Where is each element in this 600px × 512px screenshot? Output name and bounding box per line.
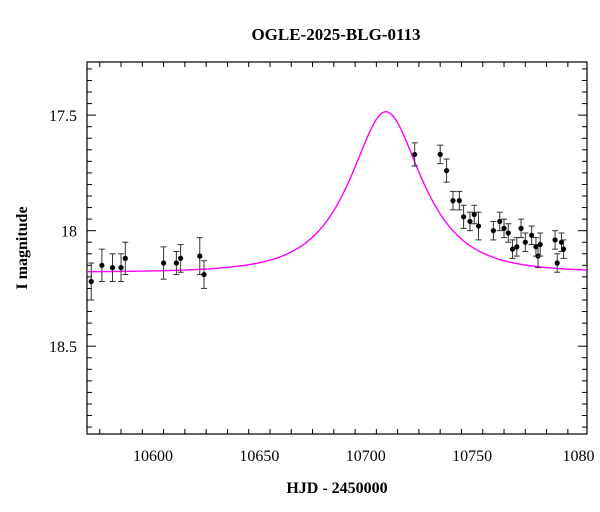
point-marker (178, 255, 184, 261)
data-point (122, 241, 129, 276)
data-point (518, 218, 525, 239)
point-marker (518, 225, 524, 231)
data-points-layer (88, 142, 567, 301)
data-point (522, 232, 529, 252)
x-tick-label: 1080 (562, 448, 594, 465)
data-point (443, 158, 450, 183)
point-marker (450, 198, 456, 204)
x-tick-label: 10750 (452, 448, 492, 465)
point-marker (552, 237, 558, 243)
point-marker (490, 228, 496, 234)
data-point (471, 204, 478, 225)
data-point (201, 260, 208, 289)
point-marker (118, 265, 124, 271)
point-marker (160, 260, 167, 266)
data-point (88, 262, 95, 301)
point-marker (537, 241, 543, 248)
point-marker (497, 218, 503, 225)
y-tick-label: 17.5 (49, 108, 77, 125)
data-point (466, 211, 473, 232)
data-point (437, 144, 444, 165)
data-point (490, 220, 497, 241)
point-marker (533, 244, 539, 250)
x-tick-label: 10600 (133, 448, 173, 465)
data-point (460, 204, 467, 229)
point-marker (173, 260, 179, 266)
y-tick-labels: 17.5 18 18.5 (49, 108, 77, 356)
data-point (552, 230, 559, 250)
data-point (501, 218, 508, 239)
y-axis-label: I magnitude (14, 206, 31, 289)
x-axis-label: HJD - 2450000 (286, 480, 387, 497)
data-point (173, 250, 180, 276)
point-marker (197, 253, 203, 259)
data-point (537, 232, 544, 257)
model-curve-layer (86, 111, 588, 273)
data-point (160, 246, 167, 280)
data-point (509, 239, 516, 259)
point-marker (514, 244, 520, 250)
point-marker (501, 225, 507, 231)
point-marker (475, 223, 482, 229)
data-point (560, 239, 567, 259)
point-marker (412, 151, 418, 158)
point-marker (505, 230, 511, 236)
data-point (177, 244, 184, 273)
data-point (456, 190, 463, 211)
point-marker (471, 211, 477, 218)
point-marker (88, 278, 94, 285)
data-point (449, 190, 456, 211)
data-point (475, 211, 482, 241)
data-point (109, 253, 116, 283)
point-marker (460, 214, 467, 220)
data-point (528, 225, 535, 246)
point-marker (522, 239, 528, 245)
point-marker (529, 232, 535, 238)
plot-frame (86, 61, 588, 435)
data-point (505, 223, 512, 243)
point-marker (456, 198, 462, 204)
data-point (411, 142, 418, 167)
axis-ticks (87, 62, 587, 434)
point-marker (201, 271, 207, 278)
x-tick-labels: 10600 10650 10700 10750 1080 (133, 448, 595, 465)
model-curve (86, 111, 588, 273)
point-marker (509, 246, 516, 252)
chart-title: OGLE-2025-BLG-0113 (251, 25, 420, 44)
point-marker (560, 246, 567, 252)
point-marker (99, 262, 105, 268)
data-point (554, 253, 561, 273)
x-tick-label: 10650 (239, 448, 279, 465)
point-marker (558, 239, 565, 245)
data-point (98, 248, 105, 283)
y-tick-label: 18 (61, 224, 77, 241)
point-marker (443, 167, 450, 174)
x-tick-label: 10700 (346, 448, 386, 465)
point-marker (109, 265, 116, 271)
point-marker (437, 151, 443, 158)
y-tick-label: 18.5 (49, 339, 77, 356)
data-point (496, 211, 503, 232)
point-marker (554, 260, 560, 266)
point-marker (467, 218, 473, 225)
data-point (118, 253, 125, 283)
point-marker (122, 255, 128, 261)
